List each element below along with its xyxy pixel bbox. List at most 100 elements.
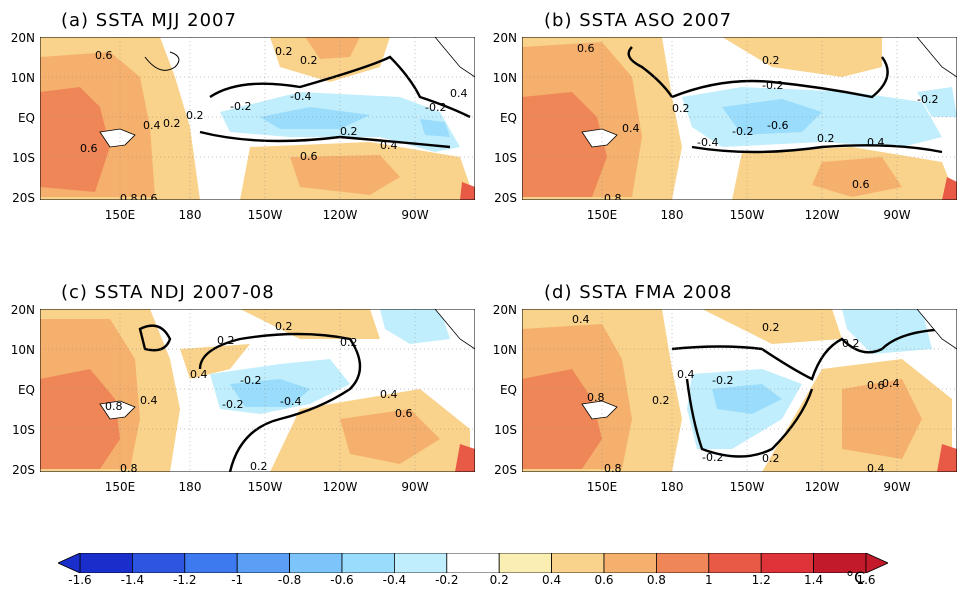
panel-b-lat-20s: 20S (494, 191, 517, 205)
panel-c-lon-180: 180 (178, 480, 202, 494)
colorbar-cell (79, 553, 133, 573)
colorbar-tick: -0.4 (382, 573, 407, 587)
colorbar-cell (551, 553, 605, 573)
colorbar-cell (341, 553, 395, 573)
panel-c-clabel: 0.8 (105, 400, 123, 413)
panel-c-lon-120w: 120W (322, 480, 358, 494)
panel-d-clabel: 0.2 (652, 394, 670, 407)
colorbar-tick: 0.2 (489, 573, 509, 587)
colorbar-tick: 1.6 (856, 573, 876, 587)
panel-a-clabel: 0.6 (140, 192, 158, 200)
panel-c-clabel: -0.2 (222, 398, 243, 411)
panel-b-title: (b) SSTA ASO 2007 (544, 10, 733, 31)
colorbar-tick: 1.2 (751, 573, 771, 587)
panel-c-clabel: 0.8 (120, 462, 138, 472)
panel-b-clabel: -0.6 (767, 119, 788, 132)
panel-a-lat-10s: 10S (12, 151, 35, 165)
panel-c-lon-90w: 90W (401, 480, 429, 494)
panel-a-title: (a) SSTA MJJ 2007 (61, 10, 237, 31)
panel-c-clabel: 0.4 (190, 368, 208, 381)
panel-d-clabel: 0.2 (762, 452, 780, 465)
panel-b-clabel: 0.2 (762, 54, 780, 67)
colorbar-cell (446, 553, 500, 573)
panel-a-clabel: 0.2 (340, 125, 358, 138)
panel-b-clabel: -0.2 (732, 125, 753, 138)
panel-a-lon-150w: 150W (247, 208, 283, 222)
panel-d-clabel: 0.2 (762, 321, 780, 334)
panel-c-clabel: 0.2 (340, 336, 358, 349)
panel-c-lat-20s: 20S (12, 463, 35, 477)
panel-c-clabel: -0.4 (280, 395, 301, 408)
panel-b-clabel: 0.2 (672, 102, 690, 115)
panel-b-clabel: 0.6 (577, 42, 595, 55)
panel-c-clabel: 0.4 (380, 388, 398, 401)
panel-b-clabel: 0.2 (817, 132, 835, 145)
panel-a-lon-180: 180 (178, 208, 202, 222)
panel-d-lat-10s: 10S (494, 423, 517, 437)
panel-b-map: 0.6 0.2 -0.2 0.2 -0.2 -0.2 -0.6 -0.4 0.4… (522, 37, 957, 200)
panel-b-lon-90w: 90W (883, 208, 911, 222)
panel-a-clabel: -0.2 (425, 101, 446, 114)
panel-d-map-svg: 0.4 0.2 0.2 0.4 -0.2 -0.2 0.6 0.4 0.8 0.… (522, 309, 957, 472)
panel-c-clabel: -0.2 (240, 374, 261, 387)
colorbar-tick: -0.8 (277, 573, 302, 587)
panel-c-clabel: 0.2 (250, 460, 268, 472)
panel-a-clabel: 0.6 (95, 49, 113, 62)
colorbar-cell (498, 553, 553, 573)
panel-d-clabel: 0.8 (604, 462, 622, 472)
colorbar-tick: -1.2 (173, 573, 197, 587)
colorbar-cell (603, 553, 657, 573)
panel-c-clabel: 0.6 (395, 407, 413, 420)
panel-b-lat-10n: 10N (492, 71, 517, 85)
colorbar-cell (708, 553, 762, 573)
panel-c-title: (c) SSTA NDJ 2007-08 (61, 282, 275, 303)
panel-a-clabel: 0.6 (80, 142, 98, 155)
panel-d-lat-10n: 10N (492, 343, 517, 357)
panel-b-clabel: -0.2 (762, 79, 783, 92)
panel-d-lon-120w: 120W (804, 480, 840, 494)
colorbar-cell (393, 553, 448, 573)
panel-d-clabel: 0.4 (677, 368, 695, 381)
panel-c-lon-150e: 150E (104, 480, 136, 494)
panel-a-clabel: -0.2 (230, 100, 251, 113)
panel-d-lon-150e: 150E (586, 480, 618, 494)
panel-a-lon-90w: 90W (401, 208, 429, 222)
colorbar-tick: 1 (704, 573, 713, 587)
panel-a-clabel: 0.4 (380, 139, 398, 152)
panel-d-clabel: 0.6 (867, 379, 885, 392)
panel-d-clabel: 0.4 (867, 462, 885, 472)
panel-c-lon-150w: 150W (247, 480, 283, 494)
panel-a-clabel: 0.2 (163, 117, 181, 130)
colorbar-cell (289, 553, 343, 573)
panel-b-clabel: 0.4 (622, 122, 640, 135)
panel-b-lon-120w: 120W (804, 208, 840, 222)
panel-a-clabel: 0.2 (275, 45, 293, 58)
panel-d-lon-180: 180 (660, 480, 684, 494)
panel-c-lat-10n: 10N (10, 343, 35, 357)
colorbar-unit: °C (846, 568, 866, 587)
panel-a-lat-10n: 10N (10, 71, 35, 85)
panel-a-map: 0.6 0.2 0.4 0.2 -0.4 -0.2 0.2 -0.2 0.2 0… (40, 37, 475, 200)
panel-c-lat-20n: 20N (10, 303, 35, 317)
colorbar-tick: -1.6 (68, 573, 92, 587)
panel-b-lat-eq: EQ (499, 111, 517, 125)
colorbar (58, 553, 888, 573)
colorbar-tick: -1 (231, 573, 244, 587)
colorbar-tick: 0.4 (542, 573, 562, 587)
colorbar-cell (132, 553, 186, 573)
panel-d-lat-20n: 20N (492, 303, 517, 317)
panel-c-clabel: 0.2 (275, 320, 293, 333)
panel-d-lat-20s: 20S (494, 463, 517, 477)
panel-d-lat-eq: EQ (499, 383, 517, 397)
panel-d-lon-90w: 90W (883, 480, 911, 494)
colorbar-tick: -0.2 (435, 573, 459, 587)
panel-b-map-svg: 0.6 0.2 -0.2 0.2 -0.2 -0.2 -0.6 -0.4 0.4… (522, 37, 957, 200)
panel-c-lat-10s: 10S (12, 423, 35, 437)
panel-d-clabel: 0.4 (572, 313, 590, 326)
panel-a-clabel: 0.2 (300, 54, 318, 67)
panel-b-lon-180: 180 (660, 208, 684, 222)
panel-d-title: (d) SSTA FMA 2008 (544, 282, 733, 303)
colorbar-tick: -0.6 (330, 573, 354, 587)
panel-a-map-svg: 0.6 0.2 0.4 0.2 -0.4 -0.2 0.2 -0.2 0.2 0… (40, 37, 475, 200)
panel-d-clabel: 0.2 (842, 337, 860, 350)
